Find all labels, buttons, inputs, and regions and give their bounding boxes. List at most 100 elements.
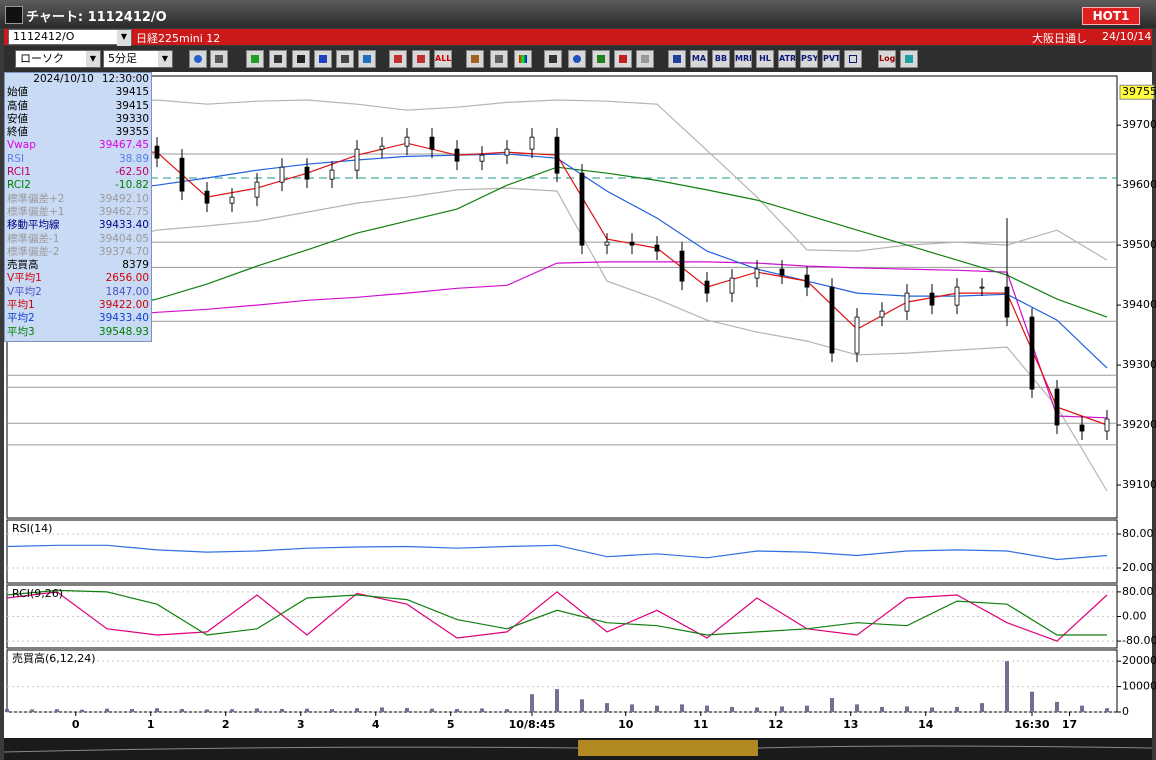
volume-bar [80, 709, 84, 712]
tool-button[interactable] [210, 50, 228, 68]
volume-bar [955, 706, 959, 712]
hot-button[interactable]: HOT1 [1082, 7, 1140, 25]
candle-body [829, 286, 835, 354]
volume-bar [755, 707, 759, 712]
bb-button[interactable]: BB [712, 50, 730, 68]
y-tick-label: 20000 [1122, 654, 1156, 667]
tool-button[interactable] [336, 50, 354, 68]
tool-button[interactable] [614, 50, 632, 68]
all-button[interactable]: ALL [434, 50, 452, 68]
y-tick-label: -80.00 [1122, 634, 1156, 647]
info-label: RCI1 [7, 166, 31, 179]
info-value: 39404.05 [98, 232, 149, 245]
app-icon [5, 6, 23, 24]
ma-button[interactable]: MA [690, 50, 708, 68]
candle-body [904, 292, 910, 312]
info-row: 終値 39355 [7, 126, 149, 139]
info-label: 平均1 [7, 299, 35, 312]
tool-button[interactable] [269, 50, 287, 68]
volume-bar [980, 703, 984, 712]
panel-title: 売買高(6,12,24) [12, 651, 96, 665]
tool-button[interactable] [246, 50, 264, 68]
symbol-input[interactable]: 1112412/O ▼ [8, 29, 132, 46]
tool-button[interactable] [412, 50, 430, 68]
volume-bar [630, 704, 634, 712]
market-name: 大阪日通し [1032, 32, 1087, 45]
line-series [6, 187, 1108, 492]
candle-body [379, 145, 385, 150]
tool-button[interactable] [490, 50, 508, 68]
y-tick-label: 39700 [1122, 118, 1156, 131]
volume-bar [605, 703, 609, 712]
pvt-button[interactable]: PVT [822, 50, 840, 68]
candle-body [654, 244, 660, 252]
volume-bar [180, 708, 184, 712]
tool-button[interactable] [900, 50, 918, 68]
volume-bar [555, 689, 559, 712]
info-label: V平均2 [7, 285, 42, 298]
info-label: V平均1 [7, 272, 42, 285]
candle-body [704, 280, 710, 294]
info-row: 売買高 8379 [7, 259, 149, 272]
tool-button[interactable] [668, 50, 686, 68]
volume-bar [330, 709, 334, 712]
tool-button[interactable] [292, 50, 310, 68]
candle-body [404, 136, 410, 147]
volume-bar [1030, 691, 1034, 712]
tool-button[interactable] [568, 50, 586, 68]
volume-bar [655, 705, 659, 712]
y-tick-label: 39400 [1122, 298, 1156, 311]
info-value: 39355 [115, 126, 149, 139]
x-tick-label: 1 [147, 718, 155, 731]
volume-bar [455, 708, 459, 712]
info-value: 39548.93 [98, 325, 149, 338]
info-row: 始値 39415 [7, 86, 149, 99]
zoom-button[interactable] [189, 50, 207, 68]
scroll-thumb[interactable] [578, 740, 758, 756]
scroll-overview [3, 745, 1153, 753]
hl-button[interactable]: HL [756, 50, 774, 68]
tool-button[interactable] [314, 50, 332, 68]
mre-button[interactable]: MRE [734, 50, 752, 68]
tool-button[interactable] [358, 50, 376, 68]
candle-body [479, 154, 485, 162]
info-row: 高値 39415 [7, 100, 149, 113]
tool-button[interactable] [636, 50, 654, 68]
info-row: 標準偏差+2 39492.10 [7, 193, 149, 206]
volume-bar [680, 704, 684, 712]
tool-button[interactable] [544, 50, 562, 68]
x-tick-label: 16:30 [1014, 718, 1049, 731]
info-row: 標準偏差+1 39462.75 [7, 206, 149, 219]
last-price-box [1119, 84, 1155, 100]
info-label: 終値 [7, 126, 28, 139]
panel-plot [5, 660, 1117, 713]
tool-button[interactable] [592, 50, 610, 68]
last-price-label: 39755 [1122, 85, 1156, 98]
candle-body [879, 310, 885, 318]
chart-type-select[interactable]: ローソク ▼ [15, 50, 101, 68]
log-button[interactable]: Log [878, 50, 896, 68]
info-value: 39467.45 [98, 139, 149, 152]
tool-button[interactable] [514, 50, 532, 68]
tool-button[interactable] [389, 50, 407, 68]
psy-button[interactable]: PSY [800, 50, 818, 68]
candle-body [604, 241, 610, 246]
volume-bar [255, 708, 259, 712]
atr-button[interactable]: ATR [778, 50, 796, 68]
info-value: 39422.00 [98, 299, 149, 312]
tool-button[interactable] [466, 50, 484, 68]
interval-select[interactable]: 5分足 ▼ [103, 50, 173, 68]
volume-bar [480, 708, 484, 712]
toolbar: ローソク▼ 5分足▼ ALL MA BB MRE HL ATR PSY PVT … [4, 46, 1152, 72]
candle-body [779, 268, 785, 276]
info-value: 39433.40 [98, 312, 149, 325]
tool-button[interactable] [844, 50, 862, 68]
info-value: 39492.10 [98, 192, 149, 205]
panel-plot [6, 589, 1117, 642]
info-row: 平均1 39422.00 [7, 299, 149, 312]
x-tick-label: 17 [1062, 718, 1077, 731]
info-value: 39415 [115, 99, 149, 112]
